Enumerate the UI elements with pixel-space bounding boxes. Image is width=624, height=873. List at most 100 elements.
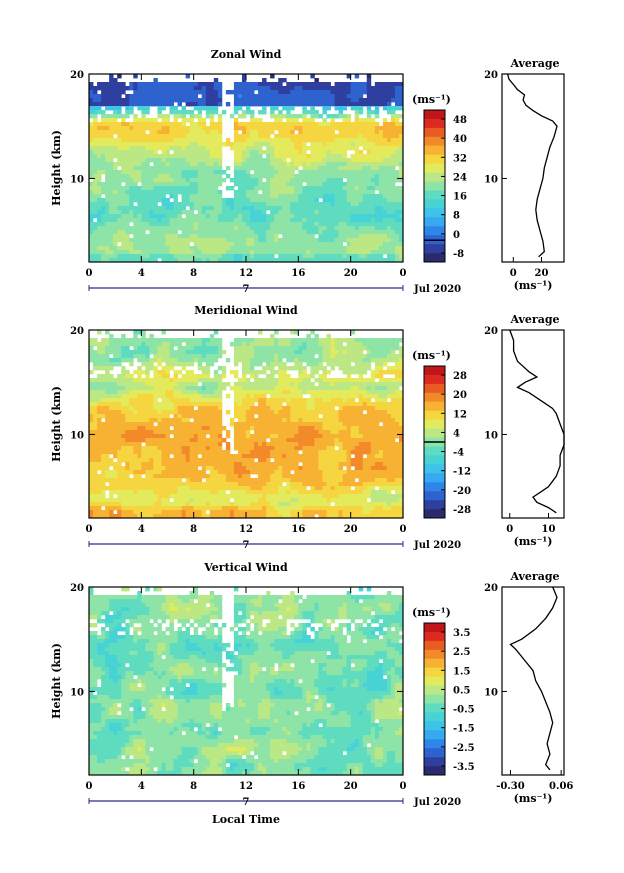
heatmap-cell: [366, 190, 372, 195]
heatmap-cell: [286, 254, 291, 259]
heatmap-cell: [334, 258, 339, 263]
heatmap-cell: [306, 166, 311, 171]
heatmap-cell: [117, 414, 122, 419]
heatmap-cell: [93, 366, 98, 371]
heatmap-cell: [113, 246, 118, 251]
heatmap-cell: [185, 238, 191, 243]
heatmap-cell: [366, 422, 372, 427]
heatmap-cell: [298, 86, 303, 91]
heatmap-cell: [318, 234, 323, 239]
heatmap-cell: [382, 94, 388, 99]
heatmap-cell: [153, 402, 158, 407]
heatmap-cell: [217, 374, 223, 379]
heatmap-cell: [193, 258, 199, 263]
heatmap-cell: [109, 178, 114, 183]
heatmap-cell: [354, 342, 360, 347]
heatmap-cell: [101, 382, 106, 387]
heatmap-cell: [129, 150, 134, 155]
heatmap-cell: [262, 378, 267, 383]
heatmap-cell: [193, 122, 199, 127]
heatmap-cell: [270, 138, 275, 143]
heatmap-cell: [314, 346, 319, 351]
heatmap-cell: [302, 218, 307, 223]
heatmap-cell: [354, 154, 360, 159]
heatmap-cell: [274, 126, 279, 131]
heatmap-cell: [302, 154, 307, 159]
heatmap-cell: [246, 150, 251, 155]
heatmap-cell: [382, 354, 388, 359]
x-tick-label: 0: [400, 268, 407, 279]
heatmap-cell: [318, 366, 323, 371]
heatmap-cell: [93, 354, 98, 359]
heatmap-cell: [342, 350, 348, 355]
heatmap-cell: [205, 418, 211, 423]
heatmap-cell: [129, 402, 134, 407]
heatmap-cell: [290, 162, 295, 167]
heatmap-cell: [378, 358, 384, 363]
heatmap-cell: [286, 82, 291, 87]
heatmap-cell: [221, 178, 227, 183]
heatmap-cell: [89, 382, 94, 387]
heatmap-cell: [217, 226, 223, 231]
heatmap-cell: [181, 190, 187, 195]
heatmap-cell: [286, 342, 291, 347]
heatmap-cell: [117, 182, 122, 187]
heatmap-cell: [209, 142, 215, 147]
heatmap-cell: [330, 242, 335, 247]
heatmap-cell: [274, 426, 279, 431]
heatmap-cell: [213, 230, 219, 235]
heatmap-cell: [89, 210, 94, 215]
heatmap-cell: [278, 414, 283, 419]
heatmap-cell: [354, 138, 360, 143]
heatmap-cell: [161, 210, 166, 215]
heatmap-cell: [382, 130, 388, 135]
heatmap-cell: [270, 378, 275, 383]
heatmap-cell: [342, 406, 348, 411]
heatmap-cell: [298, 98, 303, 103]
heatmap-cell: [326, 218, 331, 223]
heatmap-cell: [89, 358, 94, 363]
heatmap-cell: [302, 142, 307, 147]
heatmap-cell: [342, 198, 348, 203]
heatmap-cell: [105, 178, 110, 183]
heatmap-cell: [97, 382, 102, 387]
heatmap-cell: [302, 198, 307, 203]
heatmap-cell: [229, 234, 235, 239]
heatmap-cell: [129, 378, 134, 383]
heatmap-cell: [390, 190, 396, 195]
heatmap-cell: [338, 390, 344, 395]
heatmap-cell: [145, 422, 150, 427]
heatmap-cell: [141, 82, 146, 87]
heatmap-cell: [165, 342, 170, 347]
heatmap-cell: [374, 382, 380, 387]
heatmap-cell: [137, 154, 142, 159]
heatmap-cell: [153, 378, 158, 383]
heatmap-cell: [221, 218, 227, 223]
heatmap-cell: [169, 350, 174, 355]
heatmap-cell: [254, 170, 259, 175]
heatmap-cell: [237, 126, 243, 131]
heatmap-cell: [282, 406, 287, 411]
heatmap-cell: [378, 210, 384, 215]
heatmap-cell: [233, 106, 239, 111]
heatmap-cell: [185, 142, 191, 147]
heatmap-cell: [241, 90, 247, 95]
heatmap-cell: [101, 394, 106, 399]
heatmap-cell: [274, 358, 279, 363]
heatmap-cell: [105, 338, 110, 343]
heatmap-cell: [89, 94, 94, 99]
heatmap-cell: [205, 94, 211, 99]
heatmap-cell: [310, 390, 315, 395]
heatmap-cell: [209, 166, 215, 171]
heatmap-cell: [266, 206, 271, 211]
heatmap-cell: [318, 238, 323, 243]
heatmap-cell: [161, 118, 166, 123]
heatmap-cell: [326, 362, 331, 367]
heatmap-cell: [254, 242, 259, 247]
heatmap-cell: [370, 378, 376, 383]
heatmap-cell: [237, 102, 243, 107]
heatmap-cell: [189, 218, 195, 223]
heatmap-cell: [217, 102, 223, 107]
heatmap-cell: [201, 234, 207, 239]
heatmap-cell: [310, 338, 315, 343]
